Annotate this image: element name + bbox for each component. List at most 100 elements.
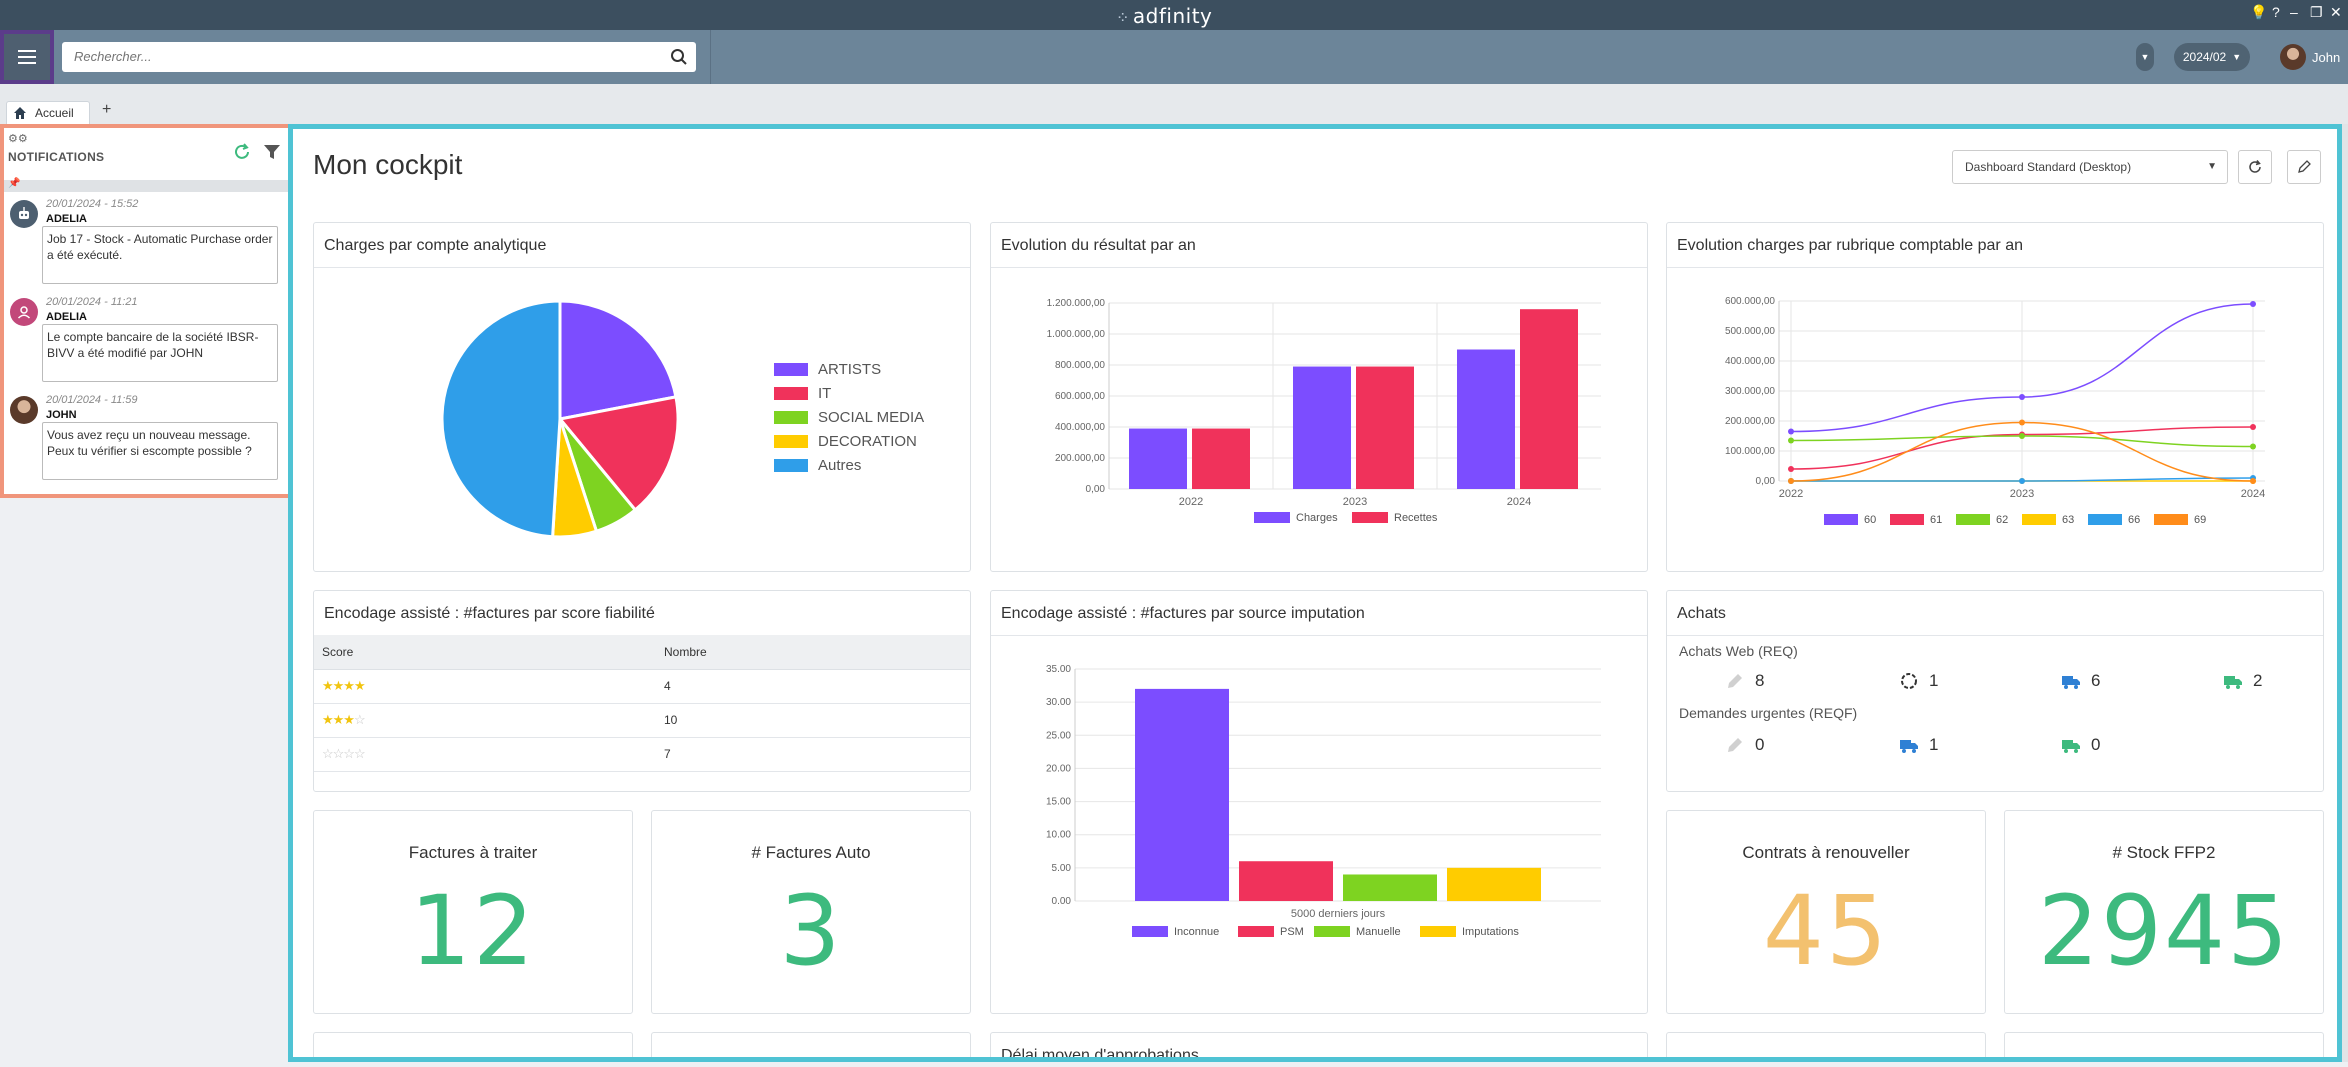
settings-gears-icon[interactable]: ⚙⚙ <box>8 133 28 145</box>
user-avatar <box>2280 44 2306 70</box>
y-tick-label: 30.00 <box>1046 697 1071 708</box>
achats-urgent-draft[interactable]: 0 <box>1725 735 1764 755</box>
quick-dropdown-button[interactable]: ▼ <box>2136 43 2154 71</box>
notification-message: Job 17 - Stock - Automatic Purchase orde… <box>42 226 278 284</box>
bar-charges-2023 <box>1293 366 1351 489</box>
kpi-title: Factures à traiter <box>408 843 538 862</box>
chevron-down-icon: ▼ <box>2207 161 2217 172</box>
bar-charges-2024 <box>1457 349 1515 489</box>
pinned-bar: 📌 <box>4 178 290 192</box>
y-tick-label: 600.000,00 <box>1055 391 1105 402</box>
search-icon[interactable] <box>670 48 688 66</box>
refresh-icon[interactable] <box>232 142 252 162</box>
refresh-dashboard-button[interactable] <box>2238 150 2272 184</box>
card-title: Encodage assisté : #factures par score f… <box>324 605 655 622</box>
source-bar-chart: 0.00 5.00 10.00 15.00 20.00 25.00 30.00 35.00 50… <box>1046 664 1601 938</box>
dashboard-select-value: Dashboard Standard (Desktop) <box>1965 160 2132 174</box>
search-input[interactable] <box>74 49 654 64</box>
refresh-icon <box>2249 160 2261 173</box>
result-bar-chart: 0,00 200.000,00 400.000,00 600.000,00 800.00… <box>1047 298 1601 524</box>
legend-label: 63 <box>2062 514 2074 526</box>
legend-label: DECORATION <box>818 433 917 450</box>
filter-icon[interactable] <box>262 142 282 162</box>
data-point-66 <box>2019 478 2025 484</box>
card-title: Délai moyen d'approbations <box>1001 1047 1199 1062</box>
truck-check-icon <box>2224 676 2242 689</box>
bar-charges-2022 <box>1129 428 1187 489</box>
data-point-69 <box>2019 419 2025 426</box>
kpi-factures-a-traiter[interactable]: Factures à traiter 12 <box>313 810 633 1014</box>
column-header-nombre[interactable]: Nombre <box>656 635 970 670</box>
kpi-value: 45 <box>1762 875 1890 987</box>
notifications-panel: ⚙⚙ NOTIFICATIONS 📌 20/01/2024 - 15:52 AD… <box>0 124 294 498</box>
score-table-card: Encodage assisté : #factures par score f… <box>313 590 971 792</box>
kpi-stock-ffp2[interactable]: # Stock FFP2 2945 <box>2004 810 2324 1014</box>
lightbulb-icon[interactable]: 💡 <box>2250 4 2268 20</box>
table-row[interactable]: ★★★★ 4 <box>314 669 970 704</box>
legend-label: 60 <box>1864 514 1876 526</box>
pie-chart-card: Charges par compte analytique ARTISTS IT S… <box>313 222 971 572</box>
bar-recettes-2022 <box>1192 428 1250 489</box>
add-tab-button[interactable]: + <box>102 101 112 118</box>
user-menu[interactable]: John <box>2280 43 2340 71</box>
close-icon[interactable]: ✕ <box>2330 4 2342 20</box>
stars-icon: ★★★★ <box>322 678 366 693</box>
dashboard-select[interactable]: Dashboard Standard (Desktop) ▼ <box>1952 150 2228 184</box>
y-tick-label: 1.200.000,00 <box>1047 298 1106 309</box>
card-divider <box>991 635 1647 636</box>
x-tick-label: 2023 <box>2010 488 2034 500</box>
table-row[interactable]: ★★★☆ 10 <box>314 703 970 738</box>
legend-label: 61 <box>1930 514 1942 526</box>
legend-label: SOCIAL MEDIA <box>818 409 924 426</box>
period-selector[interactable]: 2024/02 ▼ <box>2174 43 2250 71</box>
home-icon <box>14 107 26 119</box>
achats-urgent-delivered[interactable]: 0 <box>2061 735 2100 755</box>
achats-web-shipping[interactable]: 6 <box>2061 671 2100 691</box>
tab-bar: Accueil + <box>0 84 2348 124</box>
page-scrollbar[interactable] <box>2342 124 2348 1062</box>
edit-dashboard-button[interactable] <box>2287 150 2321 184</box>
pie-slice-artists <box>558 299 678 421</box>
kpi-value: 12 <box>409 875 537 987</box>
star-rating: ☆☆☆☆ <box>314 737 656 772</box>
notification-message: Le compte bancaire de la société IBSR-BI… <box>42 324 278 382</box>
achats-urgent-shipping[interactable]: 1 <box>1899 735 1938 755</box>
data-point-60 <box>2019 394 2025 400</box>
restore-icon[interactable]: ❐ <box>2310 4 2323 20</box>
achats-value: 8 <box>1755 671 1765 690</box>
data-point-62 <box>2019 433 2025 439</box>
hamburger-menu-button[interactable] <box>0 30 54 84</box>
x-tick-label: 2022 <box>1179 496 1203 508</box>
achats-web-draft[interactable]: 8 <box>1725 671 1764 691</box>
notification-item[interactable]: 20/01/2024 - 11:21 ADELIA Le compte banc… <box>8 296 288 392</box>
kpi-value: 3 <box>779 875 843 987</box>
x-tick-label: 2024 <box>2241 488 2265 500</box>
kpi-factures-auto[interactable]: # Factures Auto 3 <box>651 810 971 1014</box>
card-divider <box>1667 635 2323 636</box>
data-point-60 <box>2250 301 2256 307</box>
notification-item[interactable]: 20/01/2024 - 15:52 ADELIA Job 17 - Stock… <box>8 198 288 294</box>
achats-web-pending[interactable]: 1 <box>1899 671 1938 691</box>
y-tick-label: 15.00 <box>1046 797 1071 808</box>
partial-card <box>1666 1032 1986 1057</box>
achats-web-delivered[interactable]: 2 <box>2223 671 2262 691</box>
tab-accueil[interactable]: Accueil <box>6 101 90 124</box>
card-divider <box>314 267 970 268</box>
pencil-icon <box>2298 160 2311 173</box>
kpi-contrats-a-renouveller[interactable]: Contrats à renouveller 45 <box>1666 810 1986 1014</box>
achats-value: 1 <box>1929 735 1939 754</box>
column-header-score[interactable]: Score <box>314 635 656 670</box>
pin-icon[interactable]: 📌 <box>8 178 21 189</box>
help-icon[interactable]: ? <box>2272 4 2280 20</box>
minimize-icon[interactable]: – <box>2290 4 2298 20</box>
card-title: Evolution charges par rubrique comptable… <box>1677 237 2023 254</box>
bar-manuelle <box>1343 874 1437 901</box>
notification-author: ADELIA <box>46 213 87 225</box>
achats-value: 0 <box>2091 735 2101 754</box>
notification-item[interactable]: 20/01/2024 - 11:59 JOHN Vous avez reçu u… <box>8 394 288 490</box>
star-rating: ★★★☆ <box>314 703 656 738</box>
y-tick-label: 400.000,00 <box>1725 356 1775 367</box>
y-tick-label: 0.00 <box>1052 896 1072 907</box>
bar-recettes-2024 <box>1520 309 1578 489</box>
table-row[interactable]: ☆☆☆☆ 7 <box>314 737 970 772</box>
